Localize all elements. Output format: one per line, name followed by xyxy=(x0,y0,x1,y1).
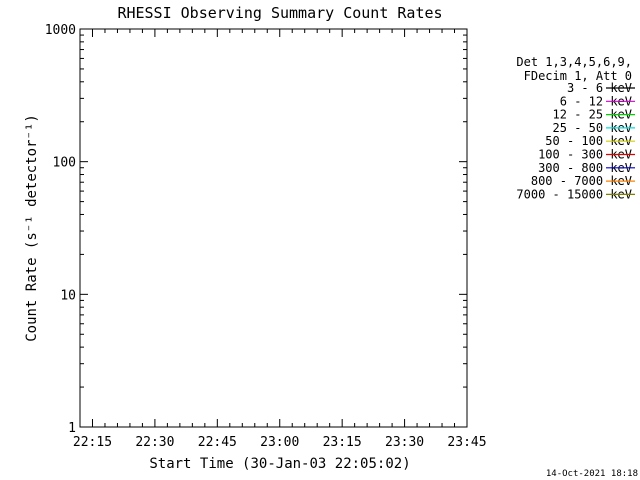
y-tick-label: 1 xyxy=(68,421,76,436)
legend-label-2: 6 - 12 keV xyxy=(560,94,632,108)
legend-label-9: 7000 - 15000 keV xyxy=(516,187,632,201)
legend-label-6: 100 - 300 keV xyxy=(538,148,632,162)
x-tick-label: 22:45 xyxy=(198,435,237,450)
x-tick-label: 22:30 xyxy=(135,435,174,450)
x-axis-label: Start Time (30-Jan-03 22:05:02) xyxy=(149,456,410,472)
legend-label-5: 50 - 100 keV xyxy=(545,134,632,148)
legend: Det 1,3,4,5,6,9, FDecim 1, Att 0 3 - 6 k… xyxy=(516,55,635,201)
footer-date: 14-Oct-2021 18:18 xyxy=(546,469,638,479)
plot-frame xyxy=(79,28,468,428)
legend-label-1: 3 - 6 keV xyxy=(567,81,632,95)
y-axis-label: Count Rate (s⁻¹ detector⁻¹) xyxy=(24,114,40,342)
legend-label-8: 800 - 7000 keV xyxy=(531,174,632,188)
legend-label-3: 12 - 25 keV xyxy=(553,108,632,122)
y-tick-label: 100 xyxy=(53,156,76,171)
x-tick-label: 22:15 xyxy=(73,435,112,450)
legend-label-4: 25 - 50 keV xyxy=(553,121,632,135)
x-tick-label: 23:00 xyxy=(260,435,299,450)
axes-layer: 1 10 100 1000 22:15 22:30 22:45 23:00 23:15 23:30… xyxy=(45,23,487,450)
legend-header-line-2: FDecim 1, Att 0 xyxy=(524,69,632,83)
legend-header-line-1: Det 1,3,4,5,6,9, xyxy=(516,55,632,69)
x-tick-label: 23:15 xyxy=(323,435,362,450)
y-tick-label: 10 xyxy=(60,288,76,303)
legend-label-7: 300 - 800 keV xyxy=(538,161,632,175)
x-tick-label: 23:30 xyxy=(385,435,424,450)
x-tick-label: 23:45 xyxy=(447,435,486,450)
chart-title: RHESSI Observing Summary Count Rates xyxy=(117,4,442,22)
y-tick-label: 1000 xyxy=(45,23,76,38)
